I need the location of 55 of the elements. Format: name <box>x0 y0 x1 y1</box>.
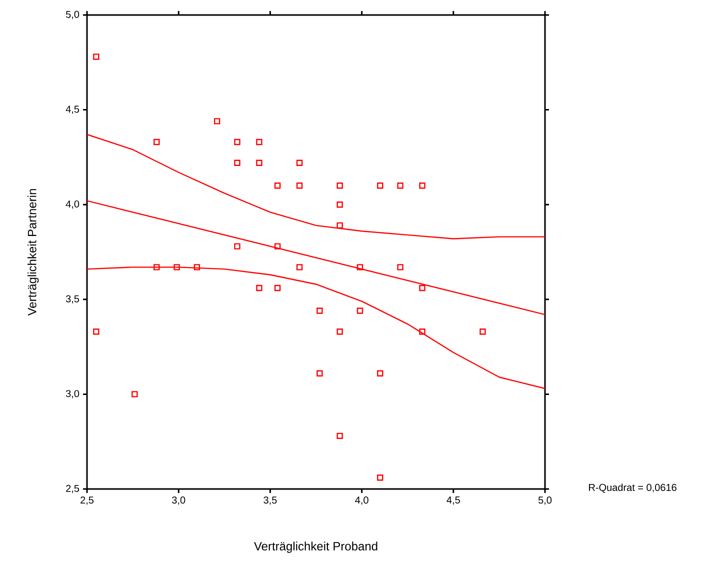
point <box>296 160 303 166</box>
point <box>377 474 384 481</box>
point <box>274 284 281 292</box>
y-tick-label: 2,5 <box>66 484 80 494</box>
point <box>419 182 426 189</box>
y-tick-label: 5,0 <box>66 10 80 20</box>
text: R-Quadrat = 0,0616 <box>589 484 676 493</box>
point <box>336 202 343 208</box>
point <box>93 54 100 60</box>
y-axis-title: Verträglichkeit Partnerin <box>28 189 39 316</box>
point <box>336 328 343 335</box>
point <box>214 118 220 124</box>
point <box>93 328 100 335</box>
point <box>377 370 384 376</box>
point <box>397 264 404 270</box>
point <box>234 160 240 166</box>
point <box>274 243 281 250</box>
point <box>316 308 323 314</box>
x-tick-label: 5,0 <box>538 496 552 505</box>
x-tick-label: 3,0 <box>172 496 186 505</box>
point <box>174 264 180 270</box>
point <box>132 391 138 398</box>
y-tick-label: 4,0 <box>66 200 80 209</box>
line-series <box>87 134 545 240</box>
line-series <box>87 266 545 390</box>
point <box>234 138 240 146</box>
point <box>377 182 384 189</box>
point <box>316 370 323 376</box>
y-tick-label: 4,5 <box>66 106 80 114</box>
point <box>356 308 364 314</box>
point <box>336 432 343 440</box>
point <box>234 243 240 250</box>
point <box>336 182 343 189</box>
point <box>194 264 200 270</box>
x-tick-label: 3,5 <box>264 496 277 505</box>
x-tick-label: 2,5 <box>80 496 94 505</box>
point <box>356 264 364 270</box>
point <box>256 138 262 146</box>
point <box>154 138 160 146</box>
point <box>274 182 281 189</box>
point <box>397 182 404 189</box>
x-axis-title: Verträglichkeit Proband <box>254 542 378 553</box>
point <box>480 328 486 335</box>
point <box>296 182 303 189</box>
y-tick-label: 3,5 <box>66 295 80 304</box>
y-tick-label: 3,0 <box>66 390 80 398</box>
point <box>419 284 426 292</box>
x-tick-label: 4,0 <box>355 496 368 505</box>
point <box>256 284 262 292</box>
point <box>336 222 343 229</box>
point <box>256 160 262 166</box>
point <box>296 264 303 270</box>
point <box>419 328 426 335</box>
point <box>154 264 160 270</box>
x-tick-label: 4,5 <box>446 496 460 505</box>
